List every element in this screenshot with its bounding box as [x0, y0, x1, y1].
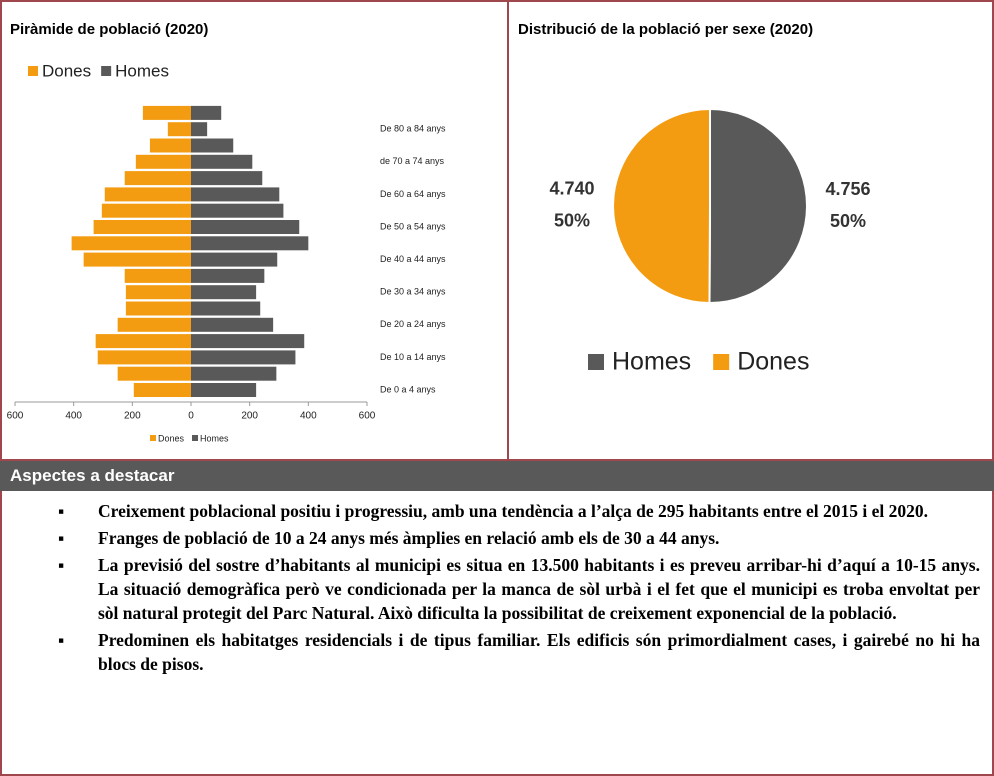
- bar: [191, 138, 234, 153]
- x-tick-label: 200: [124, 411, 141, 422]
- bar: [149, 138, 191, 153]
- x-tick-label: 600: [359, 411, 376, 422]
- bar: [104, 187, 191, 202]
- percent-label: 50%: [830, 211, 866, 231]
- legend-label: Homes: [612, 348, 691, 376]
- bar: [191, 171, 263, 186]
- x-tick-label: 0: [188, 411, 194, 422]
- bar: [124, 268, 191, 283]
- bar: [124, 171, 191, 186]
- legend-swatch: [713, 354, 730, 370]
- bullet: Creixement poblacional positiu i progres…: [58, 499, 980, 523]
- bar: [191, 105, 222, 120]
- x-tick-label: 200: [241, 411, 258, 422]
- bar: [191, 122, 208, 137]
- bar: [125, 285, 191, 300]
- chart-title: Distribució de la població per sexe (202…: [518, 21, 813, 38]
- x-tick-label: 400: [300, 411, 317, 422]
- bar: [191, 252, 278, 267]
- legend-label: Dones: [158, 433, 185, 443]
- section-box: Creixement poblacional positiu i progres…: [0, 491, 994, 776]
- bar: [101, 203, 191, 218]
- category-label: De 20 a 24 anys: [380, 319, 446, 329]
- legend-label: Dones: [42, 61, 91, 80]
- chart-title: Piràmide de població (2020): [10, 21, 208, 38]
- category-label: de 70 a 74 anys: [380, 156, 445, 166]
- bar: [191, 203, 284, 218]
- bar: [135, 154, 191, 169]
- value-label: 4.740: [549, 178, 594, 198]
- bar: [133, 383, 191, 397]
- bar: [191, 383, 257, 397]
- legend-swatch: [150, 435, 156, 441]
- bar: [191, 334, 305, 349]
- legend-label: Homes: [115, 61, 169, 80]
- legend-label: Dones: [737, 348, 809, 376]
- legend-swatch: [101, 66, 112, 76]
- legend-swatch: [588, 354, 604, 370]
- x-tick-label: 400: [65, 411, 82, 422]
- bar: [167, 122, 191, 137]
- bar: [191, 154, 253, 169]
- category-label: De 60 a 64 anys: [380, 189, 446, 199]
- bar: [191, 350, 296, 365]
- bar: [93, 220, 191, 234]
- bar: [117, 366, 191, 381]
- category-label: De 0 a 4 anys: [380, 384, 436, 394]
- charts: Piràmide de població (2020) Distribució …: [0, 0, 994, 461]
- bullet-list: Creixement poblacional positiu i progres…: [2, 491, 992, 676]
- category-label: De 10 a 14 anys: [380, 352, 446, 362]
- bar: [97, 350, 191, 365]
- bar: [142, 105, 191, 120]
- panel-border: [507, 0, 994, 461]
- bar: [191, 366, 277, 381]
- legend-label: Homes: [200, 433, 229, 443]
- bar: [117, 317, 191, 332]
- bullet: La previsió del sostre d’habitants al mu…: [58, 553, 980, 625]
- category-label: De 30 a 34 anys: [380, 287, 446, 297]
- bar: [191, 236, 309, 251]
- pie-slice: [708, 107, 808, 304]
- bar: [71, 236, 191, 251]
- value-label: 4.756: [825, 179, 870, 199]
- bar: [95, 334, 191, 349]
- bar: [125, 301, 191, 316]
- section-title: Aspectes a destacar: [0, 461, 994, 491]
- category-label: De 80 a 84 anys: [380, 124, 446, 134]
- bar: [191, 187, 280, 202]
- legend-swatch: [192, 435, 199, 441]
- legend-swatch: [28, 66, 38, 76]
- percent-label: 50%: [554, 210, 590, 230]
- category-label: De 40 a 44 anys: [380, 254, 446, 264]
- bullet: Franges de població de 10 a 24 anys més …: [58, 526, 980, 550]
- category-label: De 50 a 54 anys: [380, 221, 446, 231]
- bar: [191, 285, 257, 300]
- pie-slice: [611, 107, 711, 305]
- bar: [83, 252, 191, 267]
- bar: [191, 317, 274, 332]
- bar: [191, 268, 265, 283]
- bar: [191, 301, 261, 316]
- x-tick-label: 600: [7, 411, 24, 422]
- bullet: Predominen els habitatges residencials i…: [58, 628, 980, 676]
- bar: [191, 220, 300, 234]
